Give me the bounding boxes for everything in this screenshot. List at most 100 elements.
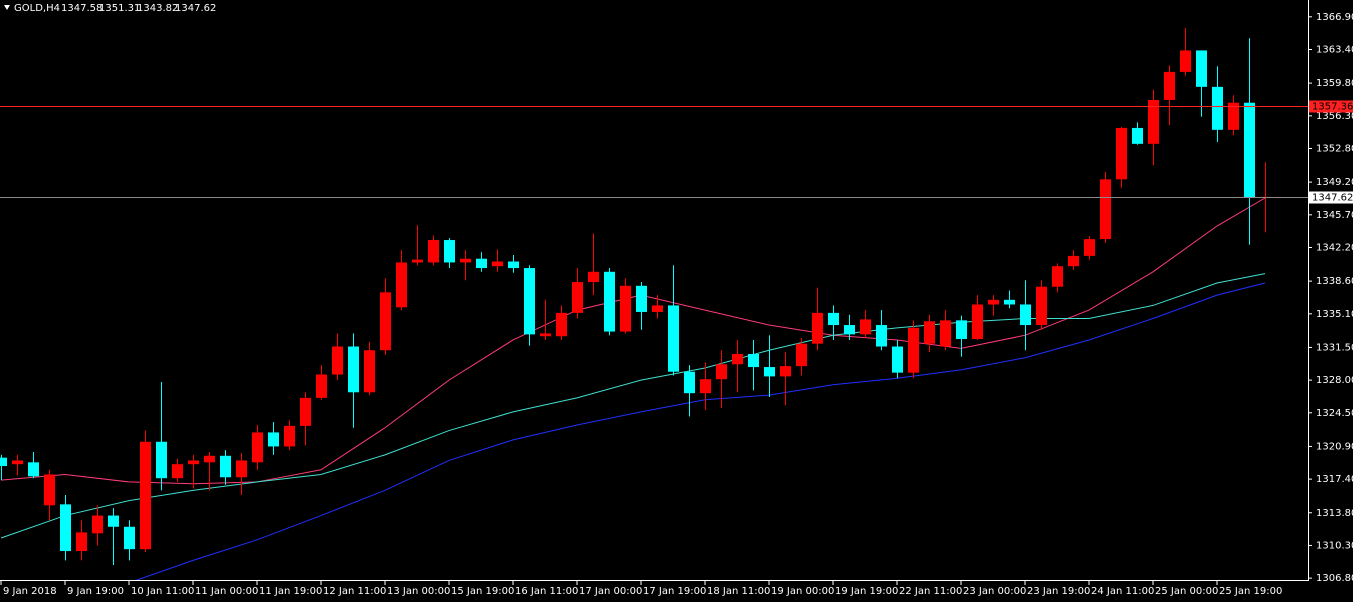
candle-body	[1036, 286, 1047, 326]
candle-body	[300, 397, 311, 426]
candle-body	[172, 464, 183, 479]
candle-body	[972, 304, 983, 340]
candle-body	[908, 327, 919, 373]
price-label: 1357.36	[1312, 102, 1353, 113]
candle-body	[1212, 86, 1223, 130]
x-tick-label: 9 Jan 19:00	[67, 586, 124, 597]
candle-body	[668, 305, 679, 372]
candle-body	[764, 367, 775, 377]
x-tick-label: 15 Jan 19:00	[451, 586, 514, 597]
candle-body	[1020, 304, 1031, 326]
price-label-box	[1309, 191, 1353, 204]
x-tick-label: 10 Jan 11:00	[131, 586, 194, 597]
candle-body	[604, 271, 615, 332]
y-tick-label: 1342.20	[1316, 243, 1353, 254]
candle-body	[988, 299, 999, 305]
candle-body	[956, 320, 967, 340]
candle-body	[1164, 71, 1175, 100]
x-tick-label: 19 Jan 00:00	[771, 586, 834, 597]
header-close: 1347.62	[175, 3, 216, 14]
candle-body	[380, 292, 391, 351]
candle-body	[44, 474, 55, 506]
y-tick-label: 1310.30	[1316, 540, 1353, 551]
candle-body	[812, 312, 823, 344]
y-tick-label: 1313.80	[1316, 508, 1353, 519]
price-label-box	[1309, 100, 1353, 113]
candle-body	[204, 455, 215, 463]
y-tick-label: 1306.80	[1316, 573, 1353, 584]
candle-body	[268, 432, 279, 447]
menu-triangle	[4, 5, 10, 10]
x-tick-label: 23 Jan 00:00	[963, 586, 1026, 597]
candle-body	[524, 268, 535, 335]
candle-body	[1132, 127, 1143, 144]
candle-body	[620, 285, 631, 332]
x-tick-label: 13 Jan 00:00	[387, 586, 450, 597]
y-tick-label: 1320.90	[1316, 441, 1353, 452]
candle-body	[476, 258, 487, 269]
y-tick-label: 1366.90	[1316, 12, 1353, 23]
y-tick-label: 1324.50	[1316, 408, 1353, 419]
candle-body	[700, 379, 711, 394]
x-tick-label: 11 Jan 00:00	[195, 586, 258, 597]
candle-body	[588, 271, 599, 283]
y-tick-label: 1359.80	[1316, 78, 1353, 89]
candle-body	[828, 312, 839, 326]
candle-body	[1100, 179, 1111, 240]
candle-body	[0, 457, 7, 467]
header: GOLD,H4 1347.58 1351.31 1343.82 1347.62	[4, 3, 216, 14]
x-tick-label: 16 Jan 11:00	[515, 586, 578, 597]
plot-area	[0, 28, 1308, 580]
candle-body	[940, 320, 951, 347]
candle-body	[652, 305, 663, 312]
candle-body	[108, 515, 119, 527]
candle-body	[412, 259, 423, 263]
candle-body	[636, 285, 647, 312]
candle-body	[92, 515, 103, 534]
candle-body	[1244, 102, 1255, 199]
candle-body	[396, 262, 407, 308]
candle-body	[188, 460, 199, 465]
header-high: 1351.31	[99, 3, 140, 14]
candle-body	[60, 504, 71, 552]
y-tick-label: 1331.50	[1316, 342, 1353, 353]
y-tick-label: 1317.40	[1316, 474, 1353, 485]
x-tick-label: 23 Jan 19:00	[1027, 586, 1090, 597]
y-tick-label: 1349.20	[1316, 177, 1353, 188]
candle-body	[1116, 127, 1127, 180]
candle-body	[76, 532, 87, 552]
candle-body	[556, 312, 567, 337]
candle-body	[924, 321, 935, 344]
moving-average	[0, 273, 1266, 539]
candle-body	[1196, 50, 1207, 87]
axes: 1366.90 1363.40 1359.80 1356.30 1352.80 1349.…	[0, 12, 1353, 597]
candle-body	[316, 374, 327, 398]
y-tick-label: 1338.60	[1316, 276, 1353, 287]
candle-body	[1228, 102, 1239, 130]
price-label: 1347.62	[1312, 193, 1353, 204]
candle-body	[332, 346, 343, 375]
candle-body	[492, 261, 503, 267]
candle-body	[124, 526, 135, 550]
candle-body	[892, 346, 903, 373]
y-tick-label: 1345.70	[1316, 210, 1353, 221]
candle-body	[684, 371, 695, 394]
y-tick-label: 1328.00	[1316, 375, 1353, 386]
candle-body	[140, 441, 151, 550]
candle-body	[284, 425, 295, 447]
candle-body	[12, 460, 23, 465]
x-tick-label: 18 Jan 11:00	[707, 586, 770, 597]
symbol: GOLD,H4	[14, 3, 60, 14]
candle-body	[876, 325, 887, 347]
x-tick-label: 25 Jan 00:00	[1155, 586, 1218, 597]
candle-body	[364, 350, 375, 393]
candle-body	[1084, 239, 1095, 256]
x-tick-label: 12 Jan 11:00	[323, 586, 386, 597]
y-tick-label: 1335.10	[1316, 309, 1353, 320]
x-tick-label: 17 Jan 19:00	[643, 586, 706, 597]
header-low: 1343.82	[137, 3, 178, 14]
candle-body	[348, 346, 359, 393]
